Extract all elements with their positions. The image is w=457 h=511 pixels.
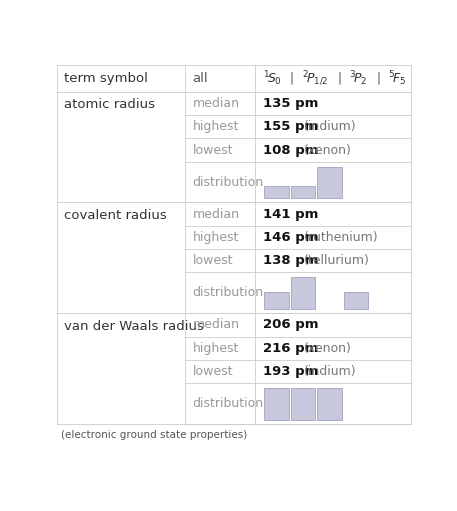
Text: median: median [192, 318, 239, 332]
Text: distribution: distribution [192, 176, 264, 189]
Bar [344, 292, 368, 309]
Text: |: | [377, 72, 380, 85]
Text: (ruthenium): (ruthenium) [304, 231, 378, 244]
Text: 216 pm: 216 pm [263, 342, 319, 355]
Bar [291, 388, 315, 420]
Text: 193 pm: 193 pm [263, 365, 319, 378]
Text: lowest: lowest [192, 254, 233, 267]
Bar [264, 292, 289, 309]
Text: 206 pm: 206 pm [263, 318, 319, 332]
Text: van der Waals radius: van der Waals radius [64, 319, 203, 333]
Text: lowest: lowest [192, 144, 233, 156]
Bar [264, 185, 289, 198]
Bar [291, 277, 315, 309]
Text: 141 pm: 141 pm [263, 207, 319, 221]
Text: 138 pm: 138 pm [263, 254, 319, 267]
Text: median: median [192, 97, 239, 110]
Text: distribution: distribution [192, 286, 264, 299]
Text: 146 pm: 146 pm [263, 231, 319, 244]
Text: median: median [192, 207, 239, 221]
Bar [317, 167, 342, 198]
Text: covalent radius: covalent radius [64, 209, 166, 222]
Text: 135 pm: 135 pm [263, 97, 319, 110]
Text: $^5\!F_5$: $^5\!F_5$ [388, 69, 406, 88]
Text: |: | [290, 72, 293, 85]
Text: highest: highest [192, 342, 239, 355]
Text: lowest: lowest [192, 365, 233, 378]
Text: (tellurium): (tellurium) [304, 254, 370, 267]
Text: term symbol: term symbol [64, 72, 147, 85]
Text: (xenon): (xenon) [304, 342, 352, 355]
Text: highest: highest [192, 231, 239, 244]
Text: highest: highest [192, 120, 239, 133]
Text: $^3\!P_2$: $^3\!P_2$ [349, 69, 367, 88]
Bar [291, 185, 315, 198]
Text: 155 pm: 155 pm [263, 120, 319, 133]
Text: atomic radius: atomic radius [64, 98, 154, 111]
Text: $^2\!P_{1/2}$: $^2\!P_{1/2}$ [302, 69, 328, 87]
Text: (indium): (indium) [304, 365, 356, 378]
Text: all: all [192, 72, 208, 85]
Text: (electronic ground state properties): (electronic ground state properties) [61, 430, 247, 440]
Text: distribution: distribution [192, 397, 264, 410]
Text: $^1\!S_0$: $^1\!S_0$ [263, 69, 282, 88]
Text: (indium): (indium) [304, 120, 356, 133]
Text: (xenon): (xenon) [304, 144, 352, 156]
Bar [264, 388, 289, 420]
Bar [317, 388, 342, 420]
Text: |: | [337, 72, 341, 85]
Text: 108 pm: 108 pm [263, 144, 319, 156]
